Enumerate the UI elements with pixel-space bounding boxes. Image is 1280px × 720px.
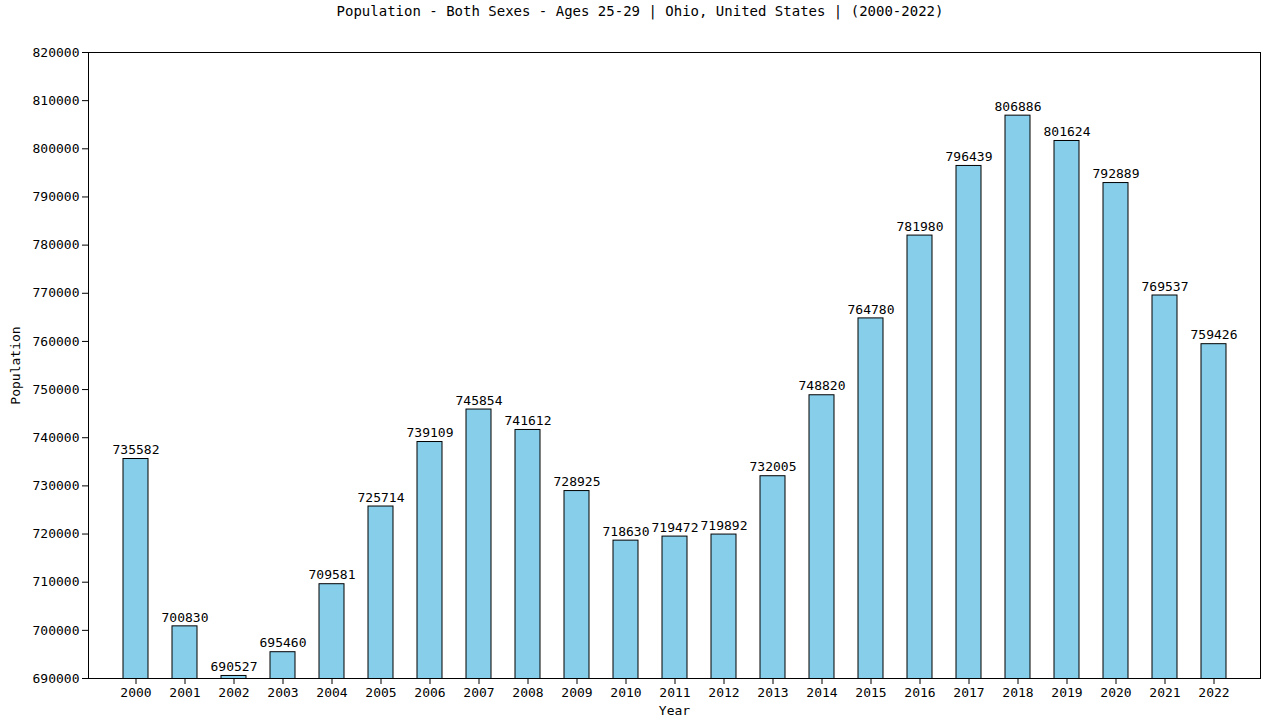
svg-text:801624: 801624: [1044, 124, 1091, 139]
svg-text:2014: 2014: [806, 685, 837, 700]
svg-text:750000: 750000: [33, 382, 80, 397]
svg-text:741612: 741612: [505, 413, 552, 428]
svg-text:748820: 748820: [799, 378, 846, 393]
svg-text:745854: 745854: [456, 393, 503, 408]
svg-text:2011: 2011: [659, 685, 690, 700]
svg-text:730000: 730000: [33, 478, 80, 493]
svg-text:2008: 2008: [512, 685, 543, 700]
svg-text:2013: 2013: [757, 685, 788, 700]
svg-text:700000: 700000: [33, 623, 80, 638]
svg-text:810000: 810000: [33, 93, 80, 108]
svg-text:806886: 806886: [995, 99, 1042, 114]
svg-text:2001: 2001: [169, 685, 200, 700]
svg-text:2022: 2022: [1198, 685, 1229, 700]
svg-text:2017: 2017: [953, 685, 984, 700]
svg-text:760000: 760000: [33, 334, 80, 349]
svg-text:725714: 725714: [358, 490, 405, 505]
svg-text:2020: 2020: [1100, 685, 1131, 700]
svg-text:792889: 792889: [1093, 166, 1140, 181]
svg-text:719892: 719892: [701, 518, 748, 533]
svg-text:2006: 2006: [414, 685, 445, 700]
svg-text:710000: 710000: [33, 574, 80, 589]
svg-text:2018: 2018: [1002, 685, 1033, 700]
svg-text:Year: Year: [659, 703, 690, 718]
svg-text:2012: 2012: [708, 685, 739, 700]
svg-text:759426: 759426: [1191, 327, 1238, 342]
svg-text:769537: 769537: [1142, 279, 1189, 294]
svg-text:2016: 2016: [904, 685, 935, 700]
svg-text:695460: 695460: [260, 635, 307, 650]
svg-text:2021: 2021: [1149, 685, 1180, 700]
svg-text:764780: 764780: [848, 302, 895, 317]
svg-text:2005: 2005: [365, 685, 396, 700]
svg-text:700830: 700830: [162, 610, 209, 625]
svg-text:796439: 796439: [946, 149, 993, 164]
svg-text:2007: 2007: [463, 685, 494, 700]
svg-text:718630: 718630: [603, 524, 650, 539]
svg-text:Population: Population: [8, 326, 23, 404]
html-text:Population - Both Sexes - Ages: Population - Both Sexes - Ages 25-29 | O…: [336, 3, 944, 19]
svg-text:719472: 719472: [652, 520, 699, 535]
svg-text:820000: 820000: [33, 45, 80, 60]
svg-text:2004: 2004: [316, 685, 347, 700]
svg-text:781980: 781980: [897, 219, 944, 234]
svg-text:780000: 780000: [33, 237, 80, 252]
svg-text:2010: 2010: [610, 685, 641, 700]
svg-text:770000: 770000: [33, 285, 80, 300]
svg-text:690527: 690527: [211, 659, 258, 674]
svg-text:2009: 2009: [561, 685, 592, 700]
svg-text:2000: 2000: [120, 685, 151, 700]
svg-text:728925: 728925: [554, 474, 601, 489]
svg-text:720000: 720000: [33, 526, 80, 541]
svg-text:2015: 2015: [855, 685, 886, 700]
svg-text:739109: 739109: [407, 425, 454, 440]
svg-text:790000: 790000: [33, 189, 80, 204]
svg-text:690000: 690000: [33, 671, 80, 686]
svg-text:2019: 2019: [1051, 685, 1082, 700]
svg-text:800000: 800000: [33, 141, 80, 156]
svg-text:709581: 709581: [309, 567, 356, 582]
svg-text:740000: 740000: [33, 430, 80, 445]
svg-text:735582: 735582: [113, 442, 160, 457]
svg-text:2002: 2002: [218, 685, 249, 700]
svg-text:732005: 732005: [750, 459, 797, 474]
svg-text:2003: 2003: [267, 685, 298, 700]
